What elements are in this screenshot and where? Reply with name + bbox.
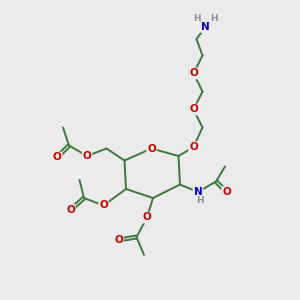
Text: O: O [147, 143, 156, 154]
Text: O: O [142, 212, 152, 223]
Text: O: O [82, 151, 91, 161]
Text: O: O [189, 104, 198, 115]
Text: H: H [210, 14, 218, 23]
Text: O: O [66, 205, 75, 215]
Text: O: O [189, 142, 198, 152]
Text: O: O [114, 235, 123, 245]
Text: N: N [201, 22, 210, 32]
Text: O: O [189, 68, 198, 79]
Text: O: O [99, 200, 108, 211]
Text: H: H [193, 14, 201, 23]
Text: N: N [194, 187, 202, 197]
Text: O: O [52, 152, 62, 163]
Text: O: O [222, 187, 231, 197]
Text: H: H [196, 196, 203, 205]
